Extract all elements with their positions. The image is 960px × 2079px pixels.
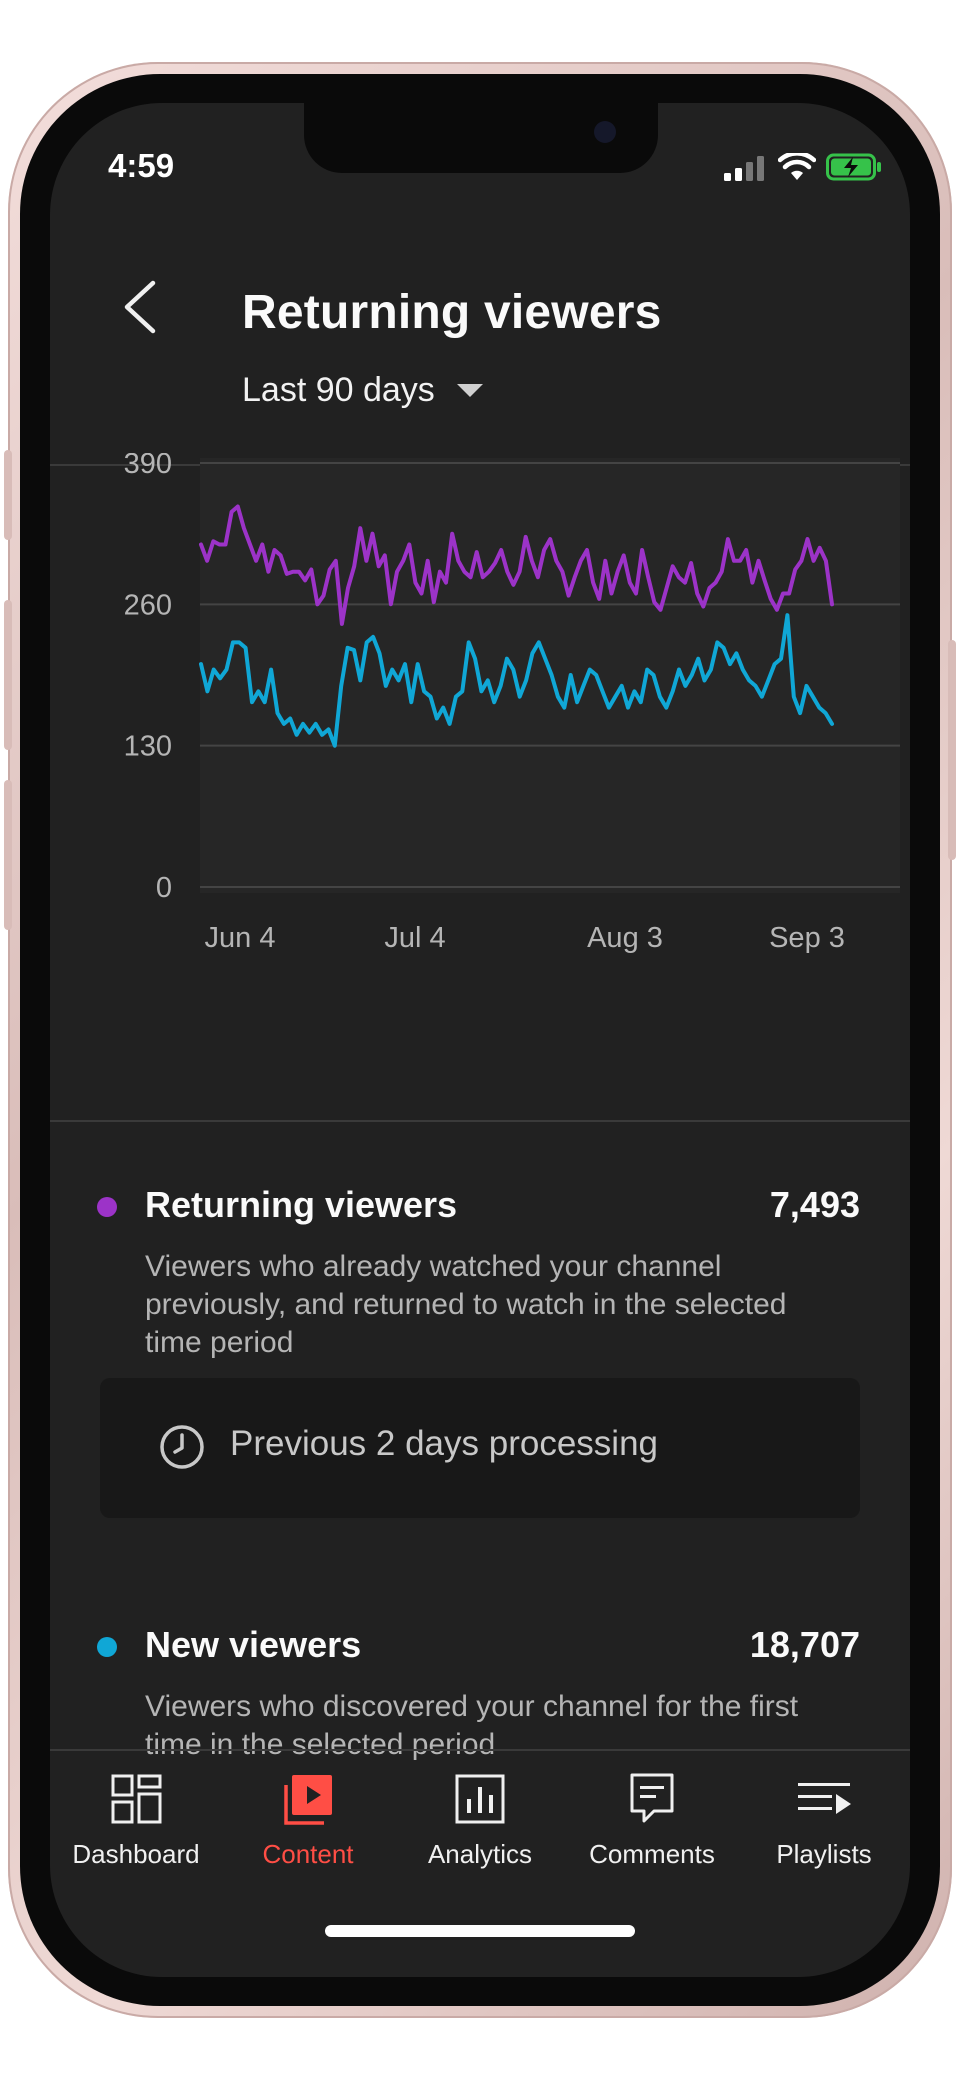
- tab-playlists[interactable]: Playlists: [738, 1769, 910, 1870]
- divider: [50, 1120, 910, 1122]
- home-indicator[interactable]: [325, 1925, 635, 1937]
- tab-label: Content: [262, 1839, 354, 1869]
- legend-dot: [97, 1637, 117, 1657]
- chevron-down-icon: [456, 384, 483, 397]
- status-time: 4:59: [108, 147, 175, 184]
- y-tick-label: 390: [124, 453, 172, 480]
- page-title: Returning viewers: [242, 286, 662, 339]
- camera: [594, 121, 616, 143]
- side-button: [948, 640, 956, 860]
- y-tick-label: 260: [124, 589, 172, 621]
- x-tick-label: Jul 4: [384, 922, 445, 954]
- phone-screen: 4:59 Returning viewers Last 90 days: [50, 103, 910, 1977]
- date-range-label: Last 90 days: [242, 371, 435, 409]
- tab-content[interactable]: Content: [222, 1769, 394, 1870]
- bottom-tab-bar: Dashboard Content Analytics: [50, 1751, 910, 1891]
- playlists-icon: [798, 1783, 851, 1814]
- legend-dot: [97, 1197, 117, 1217]
- header: Returning viewers: [50, 243, 910, 353]
- metric-value: 18,707: [749, 1624, 860, 1665]
- divider: [50, 1749, 910, 1751]
- series-line-returning-viewers: [199, 504, 834, 626]
- side-button: [4, 780, 12, 930]
- y-tick-label: 0: [156, 872, 172, 904]
- status-icons: [724, 153, 882, 181]
- metric-name: Returning viewers: [145, 1184, 458, 1225]
- y-tick-label: 130: [124, 731, 172, 763]
- x-tick-label: Jun 4: [205, 922, 276, 954]
- x-tick-label: Sep 3: [769, 922, 845, 954]
- clock-icon: [160, 1425, 204, 1469]
- content-icon: [284, 1775, 332, 1825]
- metric-description: Viewers who discovered your channel for …: [145, 1690, 799, 1761]
- line-chart: 390 260 130 0 Jun 4 Jul 4 Aug 3 Sep 3: [124, 453, 900, 954]
- tab-label: Comments: [589, 1839, 715, 1869]
- signal-icon: [724, 156, 764, 181]
- tab-label: Analytics: [427, 1839, 533, 1869]
- processing-text: Previous 2 days processing: [230, 1424, 658, 1463]
- tab-analytics[interactable]: Analytics: [394, 1769, 566, 1870]
- analytics-icon: [455, 1774, 505, 1824]
- metric-description: Viewers who already watched your channel…: [145, 1250, 787, 1359]
- wifi-icon: [778, 153, 816, 180]
- metric-value: 7,493: [769, 1184, 860, 1225]
- side-button: [4, 450, 12, 540]
- tab-comments[interactable]: Comments: [566, 1769, 738, 1870]
- battery-charging-icon: [826, 153, 881, 181]
- processing-notice: Previous 2 days processing: [100, 1378, 860, 1518]
- series-line-new-viewers: [199, 613, 834, 748]
- comments-icon: [630, 1773, 674, 1823]
- date-range-dropdown[interactable]: Last 90 days: [242, 371, 483, 410]
- x-tick-label: Aug 3: [587, 922, 663, 954]
- notch: [304, 103, 658, 173]
- metric-name: New viewers: [145, 1624, 362, 1665]
- tab-dashboard[interactable]: Dashboard: [50, 1769, 222, 1870]
- tab-label: Playlists: [776, 1839, 872, 1869]
- dashboard-icon: [111, 1774, 162, 1824]
- back-arrow-icon[interactable]: [115, 277, 165, 337]
- tab-label: Dashboard: [72, 1839, 200, 1869]
- side-button: [4, 600, 12, 750]
